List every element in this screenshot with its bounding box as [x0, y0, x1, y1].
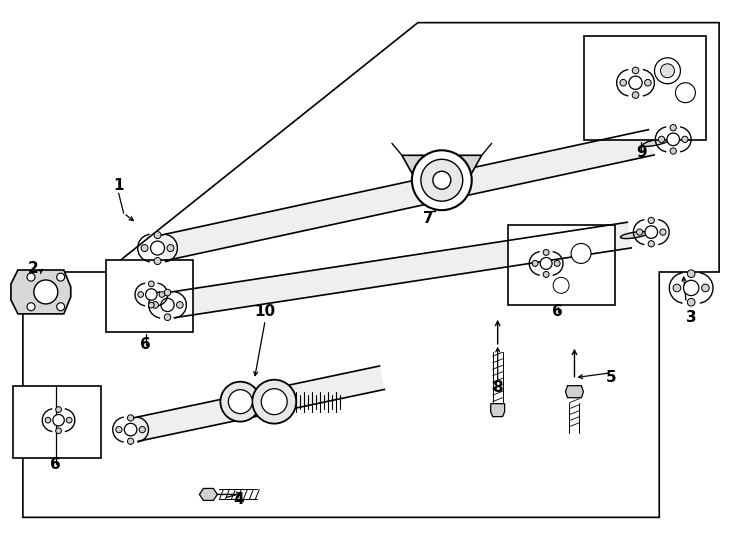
Circle shape — [554, 260, 560, 266]
Text: 10: 10 — [255, 305, 276, 319]
Circle shape — [629, 76, 642, 89]
Circle shape — [571, 244, 591, 264]
Circle shape — [532, 260, 538, 266]
Circle shape — [252, 380, 297, 423]
Ellipse shape — [642, 138, 670, 146]
Circle shape — [648, 217, 655, 224]
Circle shape — [632, 67, 639, 74]
Circle shape — [636, 229, 643, 235]
Circle shape — [543, 272, 549, 278]
Circle shape — [145, 289, 157, 300]
Circle shape — [124, 423, 137, 436]
Circle shape — [667, 133, 680, 146]
Bar — [106, 260, 194, 332]
Circle shape — [433, 171, 451, 189]
Text: 9: 9 — [636, 145, 647, 160]
Circle shape — [228, 390, 252, 414]
Circle shape — [27, 303, 35, 310]
Circle shape — [45, 417, 51, 423]
Circle shape — [673, 284, 680, 292]
Circle shape — [138, 292, 144, 298]
Circle shape — [27, 273, 35, 281]
Circle shape — [152, 302, 159, 308]
Circle shape — [34, 280, 58, 304]
Circle shape — [660, 229, 666, 235]
Circle shape — [154, 258, 161, 265]
Circle shape — [148, 281, 154, 287]
Circle shape — [644, 79, 651, 86]
Circle shape — [167, 245, 174, 252]
Circle shape — [164, 314, 171, 321]
Circle shape — [412, 150, 472, 210]
Circle shape — [159, 292, 165, 298]
Circle shape — [670, 148, 676, 154]
Circle shape — [540, 258, 552, 269]
Text: 5: 5 — [606, 370, 617, 385]
Circle shape — [687, 299, 695, 306]
Circle shape — [655, 58, 680, 84]
Polygon shape — [133, 366, 385, 441]
Polygon shape — [402, 156, 482, 180]
Circle shape — [128, 438, 134, 444]
Polygon shape — [160, 130, 654, 261]
Bar — [584, 36, 706, 140]
Circle shape — [261, 389, 287, 415]
Circle shape — [632, 92, 639, 98]
Circle shape — [661, 64, 675, 78]
Circle shape — [164, 289, 171, 296]
Circle shape — [683, 280, 699, 295]
Circle shape — [687, 270, 695, 278]
Text: 6: 6 — [51, 457, 61, 472]
Polygon shape — [200, 489, 217, 501]
Circle shape — [421, 159, 462, 201]
Circle shape — [553, 278, 569, 293]
Circle shape — [658, 136, 665, 143]
Circle shape — [139, 427, 145, 433]
Circle shape — [148, 302, 154, 308]
Circle shape — [56, 428, 62, 434]
Circle shape — [154, 232, 161, 239]
Text: 2: 2 — [27, 260, 38, 275]
Text: 1: 1 — [113, 178, 124, 193]
Text: 3: 3 — [686, 310, 697, 326]
Text: 6: 6 — [140, 338, 151, 352]
Circle shape — [53, 414, 65, 426]
Bar — [508, 225, 615, 305]
Polygon shape — [491, 404, 505, 417]
Circle shape — [56, 407, 62, 413]
Circle shape — [116, 427, 122, 433]
Ellipse shape — [620, 232, 648, 239]
Circle shape — [141, 245, 148, 252]
Polygon shape — [565, 386, 584, 397]
Text: 8: 8 — [493, 380, 503, 395]
Circle shape — [128, 415, 134, 421]
Polygon shape — [11, 270, 70, 314]
Circle shape — [682, 136, 688, 143]
Circle shape — [648, 241, 655, 247]
Polygon shape — [170, 222, 631, 318]
Text: 6: 6 — [552, 305, 563, 319]
Text: 4: 4 — [233, 492, 244, 507]
Text: 7: 7 — [423, 211, 433, 226]
Circle shape — [57, 273, 65, 281]
Circle shape — [150, 241, 164, 255]
Circle shape — [220, 382, 261, 422]
Circle shape — [66, 417, 72, 423]
Circle shape — [670, 125, 676, 131]
Bar — [13, 386, 101, 457]
Circle shape — [645, 226, 658, 238]
Circle shape — [176, 302, 184, 308]
Circle shape — [543, 249, 549, 255]
Circle shape — [161, 298, 174, 312]
Circle shape — [702, 284, 709, 292]
Polygon shape — [23, 23, 719, 517]
Circle shape — [675, 83, 695, 103]
Circle shape — [620, 79, 627, 86]
Circle shape — [57, 303, 65, 310]
